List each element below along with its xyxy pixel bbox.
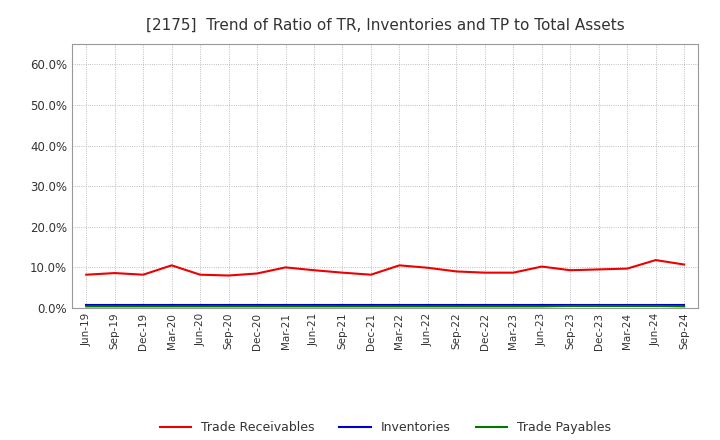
Trade Payables bbox=[509, 304, 518, 309]
Trade Payables bbox=[595, 303, 603, 308]
Trade Payables bbox=[282, 304, 290, 309]
Trade Receivables bbox=[623, 266, 631, 271]
Trade Payables bbox=[82, 304, 91, 309]
Trade Payables bbox=[680, 304, 688, 309]
Trade Payables bbox=[110, 304, 119, 309]
Inventories bbox=[338, 303, 347, 308]
Trade Receivables bbox=[595, 267, 603, 272]
Inventories bbox=[652, 303, 660, 308]
Inventories bbox=[566, 303, 575, 308]
Trade Payables bbox=[196, 304, 204, 309]
Inventories bbox=[282, 303, 290, 308]
Inventories bbox=[623, 303, 631, 308]
Trade Receivables bbox=[82, 272, 91, 277]
Trade Receivables bbox=[423, 265, 432, 271]
Trade Receivables bbox=[509, 270, 518, 275]
Title: [2175]  Trend of Ratio of TR, Inventories and TP to Total Assets: [2175] Trend of Ratio of TR, Inventories… bbox=[146, 18, 624, 33]
Trade Payables bbox=[480, 304, 489, 309]
Trade Receivables bbox=[196, 272, 204, 277]
Trade Receivables bbox=[338, 270, 347, 275]
Trade Payables bbox=[423, 304, 432, 309]
Inventories bbox=[366, 303, 375, 308]
Inventories bbox=[452, 303, 461, 308]
Inventories bbox=[509, 303, 518, 308]
Trade Receivables bbox=[366, 272, 375, 277]
Inventories bbox=[196, 303, 204, 308]
Trade Receivables bbox=[139, 272, 148, 277]
Inventories bbox=[225, 303, 233, 308]
Inventories bbox=[537, 303, 546, 308]
Trade Receivables bbox=[310, 268, 318, 273]
Trade Receivables bbox=[537, 264, 546, 269]
Trade Payables bbox=[366, 304, 375, 309]
Trade Payables bbox=[167, 304, 176, 309]
Trade Receivables bbox=[680, 262, 688, 267]
Inventories bbox=[595, 303, 603, 308]
Trade Receivables bbox=[652, 257, 660, 263]
Trade Receivables bbox=[225, 273, 233, 278]
Trade Payables bbox=[253, 304, 261, 309]
Trade Payables bbox=[395, 304, 404, 309]
Trade Receivables bbox=[395, 263, 404, 268]
Inventories bbox=[110, 303, 119, 308]
Inventories bbox=[680, 303, 688, 308]
Line: Trade Receivables: Trade Receivables bbox=[86, 260, 684, 275]
Trade Receivables bbox=[566, 268, 575, 273]
Trade Receivables bbox=[110, 271, 119, 276]
Trade Payables bbox=[537, 304, 546, 309]
Inventories bbox=[139, 303, 148, 308]
Trade Receivables bbox=[282, 265, 290, 270]
Legend: Trade Receivables, Inventories, Trade Payables: Trade Receivables, Inventories, Trade Pa… bbox=[155, 416, 616, 439]
Trade Payables bbox=[652, 303, 660, 308]
Inventories bbox=[253, 303, 261, 308]
Inventories bbox=[395, 303, 404, 308]
Trade Payables bbox=[338, 304, 347, 309]
Trade Payables bbox=[139, 304, 148, 309]
Inventories bbox=[310, 303, 318, 308]
Trade Payables bbox=[310, 304, 318, 309]
Trade Payables bbox=[566, 303, 575, 308]
Trade Payables bbox=[623, 303, 631, 308]
Trade Receivables bbox=[452, 269, 461, 274]
Inventories bbox=[423, 303, 432, 308]
Inventories bbox=[82, 303, 91, 308]
Trade Payables bbox=[452, 304, 461, 309]
Inventories bbox=[480, 303, 489, 308]
Trade Receivables bbox=[253, 271, 261, 276]
Inventories bbox=[167, 303, 176, 308]
Trade Receivables bbox=[167, 263, 176, 268]
Trade Receivables bbox=[480, 270, 489, 275]
Trade Payables bbox=[225, 304, 233, 309]
